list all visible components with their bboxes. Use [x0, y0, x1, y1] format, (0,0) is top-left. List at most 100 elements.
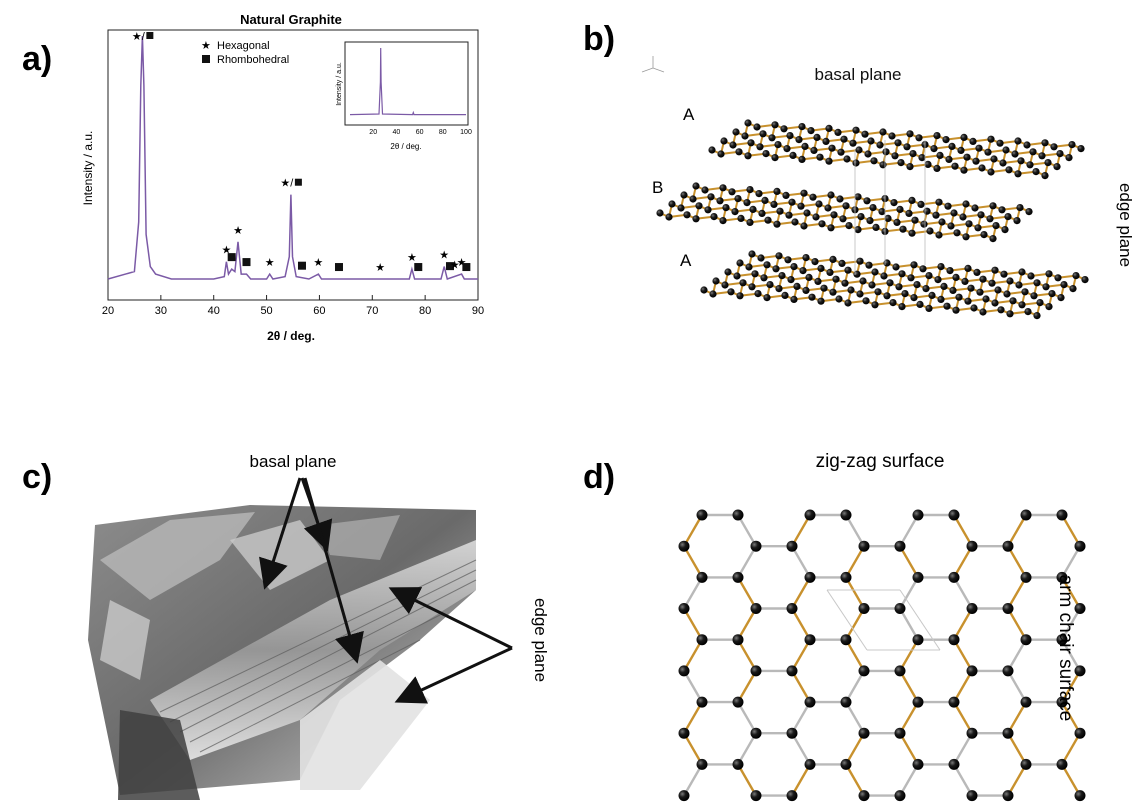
inset-x-tick-label: 60	[416, 129, 424, 136]
carbon-atom	[984, 148, 992, 156]
carbon-atom	[936, 151, 944, 159]
carbon-atom	[722, 204, 730, 212]
carbon-atom	[1081, 276, 1089, 284]
lattice-bond	[1006, 607, 1028, 641]
carbon-atom	[864, 150, 872, 158]
legend-star-icon: ★	[201, 40, 211, 52]
carbon-atom	[734, 195, 742, 203]
peak-markers: ★/★★★★/★ ★★ ★★★	[132, 31, 471, 274]
carbon-atom	[766, 281, 774, 289]
layer-label-b: B	[652, 178, 663, 197]
carbon-atom	[678, 603, 690, 614]
carbon-atom	[897, 159, 905, 167]
carbon-atom	[814, 277, 822, 285]
carbon-atom	[678, 727, 690, 739]
carbon-atom	[937, 263, 945, 271]
lattice-bond	[1060, 514, 1082, 547]
carbon-atom	[793, 282, 801, 290]
carbon-atom	[950, 209, 958, 217]
carbon-atom	[795, 136, 803, 144]
carbon-atom	[825, 124, 833, 132]
carbon-atom	[1005, 166, 1013, 174]
carbon-atom	[1009, 297, 1017, 305]
carbon-atom	[826, 268, 834, 276]
carbon-atom	[1002, 540, 1014, 552]
carbon-atom	[1056, 758, 1068, 770]
carbon-atom	[804, 571, 816, 583]
carbon-atom	[840, 696, 852, 708]
panel-d: d) zig-zag surface arm chair surface	[583, 451, 1086, 802]
carbon-atom	[928, 291, 936, 299]
lattice-bond	[1060, 545, 1082, 578]
carbon-atom	[906, 130, 914, 138]
lattice-bond	[1006, 639, 1028, 672]
lattice-bond	[1060, 607, 1082, 641]
carbon-atom	[1020, 634, 1032, 646]
mixed-peak-marker-square	[294, 178, 302, 186]
mixed-peak-marker: ★/	[280, 178, 294, 190]
carbon-atom	[770, 200, 778, 208]
carbon-atom	[696, 509, 708, 521]
carbon-atom	[1053, 163, 1061, 171]
lattice-bond	[736, 701, 758, 734]
carbon-atom	[886, 279, 894, 287]
carbon-atom	[975, 144, 983, 152]
carbon-atom	[844, 299, 852, 307]
carbon-atom	[920, 220, 928, 228]
carbon-atom	[915, 134, 923, 142]
carbon-atom	[906, 163, 914, 171]
carbon-atom	[966, 603, 978, 614]
carbon-atom	[696, 758, 708, 770]
carbon-atom	[753, 123, 761, 131]
lattice-bond	[844, 607, 866, 641]
x-tick-label: 20	[102, 305, 114, 317]
lattice-bond	[682, 670, 704, 703]
carbon-atom	[817, 297, 825, 305]
edge-plane-label-c: edge plane	[531, 598, 550, 682]
x-tick-label: 70	[366, 305, 378, 317]
x-tick-label: 40	[208, 305, 220, 317]
carbon-atom	[840, 758, 852, 770]
graphene-layer-b	[656, 182, 1033, 243]
carbon-atom	[1041, 139, 1049, 147]
carbon-atom	[890, 199, 898, 207]
carbon-atom	[871, 301, 879, 309]
carbon-atom	[1018, 268, 1026, 276]
carbon-atom	[942, 136, 950, 144]
y-axis-label: Intensity / a.u.	[81, 131, 95, 206]
carbon-atom	[820, 284, 828, 292]
carbon-atom	[965, 220, 973, 228]
carbon-atom	[999, 159, 1007, 167]
carbon-atom	[746, 186, 754, 194]
inset-frame	[344, 41, 469, 126]
mixed-peak-marker: ★/	[132, 31, 146, 43]
zig-zag-surface-label: zig-zag surface	[816, 451, 945, 472]
lattice-bond	[790, 514, 812, 547]
carbon-atom	[994, 286, 1002, 294]
lattice-bond	[1060, 639, 1082, 672]
carbon-atom	[856, 257, 864, 265]
carbon-atom	[1020, 571, 1032, 583]
carbon-atom	[783, 145, 791, 153]
carbon-atom	[1060, 281, 1068, 289]
carbon-atom	[696, 634, 708, 646]
carbon-atom	[810, 146, 818, 154]
inset-x-tick-label: 80	[439, 129, 447, 136]
lattice-bond	[1060, 701, 1082, 734]
carbon-atom	[952, 306, 960, 314]
carbon-atom	[665, 213, 673, 221]
panel-a: a) Natural Graphite 20 30 40 50 60 70 80 90 2θ …	[22, 12, 484, 343]
carbon-atom	[892, 263, 900, 271]
carbon-atom	[692, 215, 700, 223]
carbon-atom	[744, 119, 752, 127]
carbon-atom	[893, 218, 901, 226]
hexagonal-peak-marker: ★	[313, 257, 323, 269]
carbon-atom	[840, 509, 852, 521]
carbon-atom	[735, 148, 743, 156]
inset-x-label: 2θ / deg.	[390, 142, 421, 151]
lattice-bond	[898, 763, 920, 797]
carbon-atom	[1054, 274, 1062, 282]
carbon-atom	[747, 139, 755, 147]
carbon-atom	[946, 267, 954, 275]
